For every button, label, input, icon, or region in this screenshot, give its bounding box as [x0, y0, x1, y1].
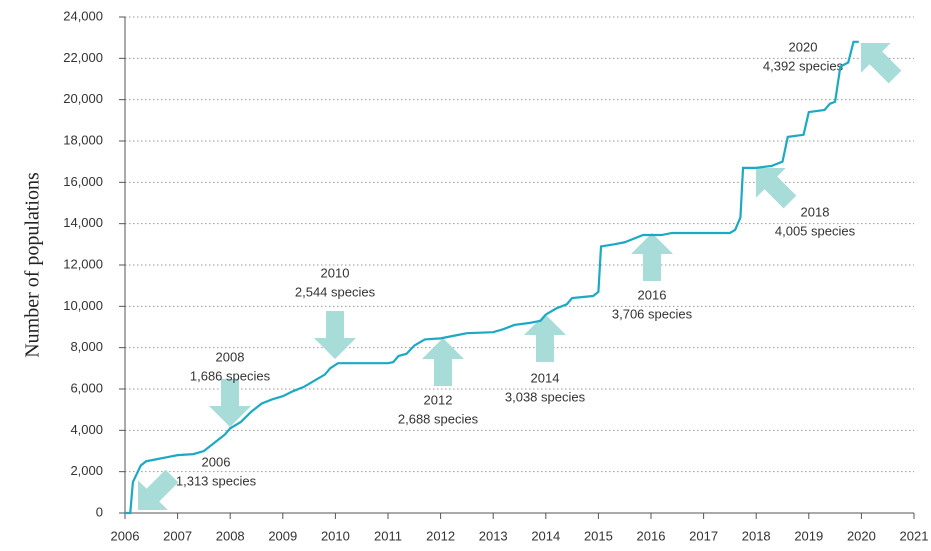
x-tick-label: 2010 [321, 528, 350, 543]
y-tick-label: 12,000 [63, 256, 103, 271]
annotation-arrow [756, 168, 797, 209]
annotation-arrow [524, 314, 566, 362]
y-tick-label: 18,000 [63, 132, 103, 147]
y-tick-label: 8,000 [70, 339, 103, 354]
annotation: 2,688 species [398, 411, 479, 426]
annotation: 2014 [531, 370, 560, 385]
x-tick-label: 2013 [479, 528, 508, 543]
x-tick-label: 2008 [216, 528, 245, 543]
annotation: 3,706 species [612, 306, 693, 321]
annotation: 3,038 species [505, 389, 586, 404]
x-tick-label: 2018 [742, 528, 771, 543]
y-tick-label: 16,000 [63, 174, 103, 189]
y-tick-label: 6,000 [70, 380, 103, 395]
annotation-arrow [209, 379, 251, 427]
x-tick-label: 2021 [900, 528, 929, 543]
y-tick-label: 0 [96, 504, 103, 519]
annotation-arrow [422, 338, 464, 386]
x-tick-label: 2019 [794, 528, 823, 543]
y-axis-label: Number of populations [22, 172, 44, 358]
x-tick-label: 2014 [531, 528, 560, 543]
y-tick-label: 4,000 [70, 422, 103, 437]
x-tick-label: 2006 [111, 528, 140, 543]
x-tick-label: 2017 [689, 528, 718, 543]
y-tick-label: 22,000 [63, 50, 103, 65]
y-tick-label: 2,000 [70, 463, 103, 478]
annotation: 1,313 species [176, 473, 257, 488]
annotation: 2018 [801, 204, 830, 219]
annotation-arrow [631, 233, 673, 281]
annotation: 4,392 species [763, 58, 844, 73]
y-tick-label: 20,000 [63, 91, 103, 106]
annotation-arrow [314, 311, 356, 359]
x-tick-label: 2020 [847, 528, 876, 543]
annotation: 1,686 species [190, 368, 271, 383]
line [125, 40, 859, 515]
annotation: 2010 [321, 265, 350, 280]
y-tick-label: 14,000 [63, 215, 103, 230]
x-tick-label: 2007 [163, 528, 192, 543]
annotation-arrow [138, 469, 179, 510]
annotation: 2006 [202, 454, 231, 469]
y-tick-label: 10,000 [63, 298, 103, 313]
annotation: 4,005 species [775, 223, 856, 238]
x-tick-label: 2009 [268, 528, 297, 543]
x-tick-label: 2016 [637, 528, 666, 543]
x-tick-label: 2011 [374, 528, 402, 543]
annotation-arrow [861, 43, 902, 84]
x-tick-label: 2015 [584, 528, 613, 543]
annotation: 2012 [424, 392, 453, 407]
y-tick-label: 24,000 [63, 8, 103, 23]
annotation: 2016 [638, 287, 667, 302]
annotation: 2020 [789, 39, 818, 54]
x-tick-label: 2012 [426, 528, 455, 543]
annotation: 2,544 species [295, 284, 376, 299]
annotation: 2008 [216, 349, 245, 364]
